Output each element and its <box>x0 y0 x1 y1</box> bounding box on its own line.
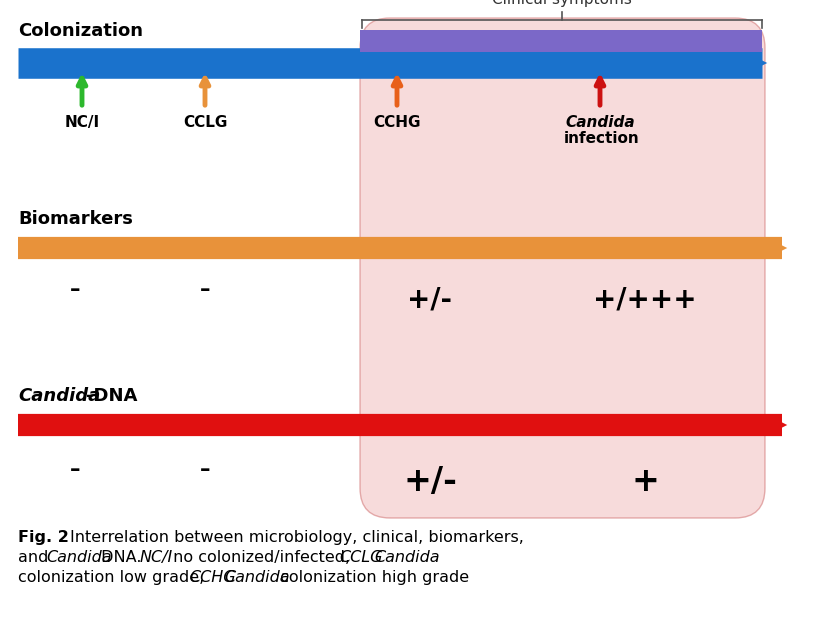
Text: –: – <box>69 280 80 300</box>
Text: +/-: +/- <box>407 285 453 313</box>
Text: DNA.: DNA. <box>96 550 147 565</box>
Bar <box>360 30 762 52</box>
Text: Candida: Candida <box>224 570 290 585</box>
Text: colonization high grade: colonization high grade <box>275 570 469 585</box>
Text: Candida: Candida <box>18 387 100 405</box>
Text: Fig. 2: Fig. 2 <box>18 530 74 545</box>
Text: CCLG: CCLG <box>339 550 383 565</box>
Text: Candida: Candida <box>375 550 440 565</box>
Text: –: – <box>200 280 211 300</box>
Text: Biomarkers: Biomarkers <box>18 210 133 228</box>
Text: NC/I: NC/I <box>140 550 172 565</box>
Text: -DNA: -DNA <box>86 387 137 405</box>
Text: Candida: Candida <box>565 115 635 130</box>
Text: and: and <box>18 550 54 565</box>
FancyBboxPatch shape <box>360 18 765 518</box>
Text: Colonization: Colonization <box>18 22 143 40</box>
Text: CCHG: CCHG <box>189 570 236 585</box>
Text: Candida: Candida <box>47 550 112 565</box>
Text: infection: infection <box>564 131 640 146</box>
Text: CCHG: CCHG <box>373 115 421 130</box>
Text: –: – <box>200 460 211 480</box>
Text: –: – <box>69 460 80 480</box>
Text: Clinical symptoms: Clinical symptoms <box>492 0 632 7</box>
Text: no colonized/infected,: no colonized/infected, <box>168 550 355 565</box>
Text: +: + <box>631 465 659 498</box>
Text: NC/I: NC/I <box>64 115 100 130</box>
Text: Interrelation between microbiology, clinical, biomarkers,: Interrelation between microbiology, clin… <box>70 530 525 545</box>
Text: +/+++: +/+++ <box>593 285 697 313</box>
Text: colonization low grade,: colonization low grade, <box>18 570 210 585</box>
Text: CCLG: CCLG <box>183 115 227 130</box>
Text: +/-: +/- <box>403 465 457 498</box>
